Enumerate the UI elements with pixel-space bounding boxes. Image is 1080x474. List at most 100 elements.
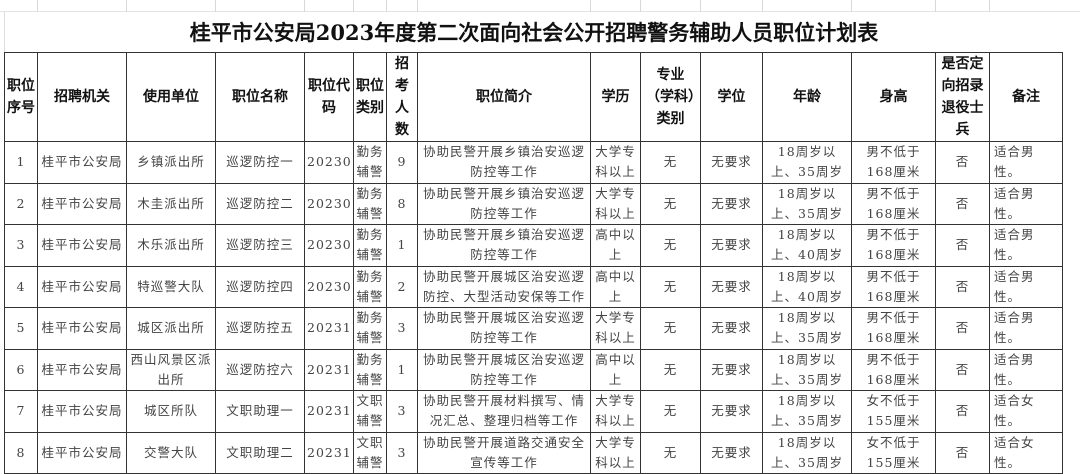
height-cell[interactable]: 男不低于168厘米	[851, 265, 936, 308]
seq-cell[interactable]: 2	[4, 182, 38, 225]
remarks-cell[interactable]: 适合男性。	[989, 182, 1063, 225]
remarks-cell[interactable]: 适合女性。	[989, 390, 1063, 433]
major-cell[interactable]: 无	[640, 307, 701, 350]
position-name-cell[interactable]: 巡逻防控四	[215, 265, 305, 308]
position-name-cell[interactable]: 巡逻防控五	[215, 307, 305, 350]
education-cell[interactable]: 高中以上	[590, 265, 641, 308]
description-cell[interactable]: 协助民警开展城区治安巡逻防控、大型活动安保等工作	[417, 265, 591, 308]
education-cell[interactable]: 大学专科以上	[590, 141, 641, 184]
major-cell[interactable]: 无	[640, 182, 701, 225]
agency-cell[interactable]: 桂平市公安局	[37, 431, 127, 474]
position-type-cell[interactable]: 勤务辅警	[353, 348, 387, 391]
position-code-cell[interactable]: 202309	[304, 265, 354, 308]
degree-cell[interactable]: 无要求	[700, 431, 763, 474]
veteran-cell[interactable]: 否	[935, 265, 990, 308]
position-code-cell[interactable]: 202310	[304, 307, 354, 350]
height-cell[interactable]: 男不低于168厘米	[851, 182, 936, 225]
height-cell[interactable]: 男不低于168厘米	[851, 348, 936, 391]
unit-cell[interactable]: 特巡警大队	[126, 265, 216, 308]
description-cell[interactable]: 协助民警开展城区治安巡逻防控等工作	[417, 307, 591, 350]
agency-cell[interactable]: 桂平市公安局	[37, 182, 127, 225]
age-cell[interactable]: 18周岁以上、35周岁以下	[762, 141, 852, 184]
position-code-cell[interactable]: 202313	[304, 431, 354, 474]
description-cell[interactable]: 协助民警开展材料撰写、情况汇总、整理归档等工作	[417, 390, 591, 433]
major-cell[interactable]: 无	[640, 141, 701, 184]
agency-cell[interactable]: 桂平市公安局	[37, 265, 127, 308]
seq-cell[interactable]: 8	[4, 431, 38, 474]
height-cell[interactable]: 男不低于168厘米	[851, 141, 936, 184]
veteran-cell[interactable]: 否	[935, 348, 990, 391]
remarks-cell[interactable]: 适合男性。	[989, 224, 1063, 267]
unit-cell[interactable]: 交警大队	[126, 431, 216, 474]
position-code-cell[interactable]: 202307	[304, 182, 354, 225]
degree-cell[interactable]: 无要求	[700, 348, 763, 391]
degree-cell[interactable]: 无要求	[700, 307, 763, 350]
degree-cell[interactable]: 无要求	[700, 265, 763, 308]
position-type-cell[interactable]: 文职辅警	[353, 431, 387, 474]
agency-cell[interactable]: 桂平市公安局	[37, 348, 127, 391]
veteran-cell[interactable]: 否	[935, 431, 990, 474]
position-type-cell[interactable]: 文职辅警	[353, 390, 387, 433]
major-cell[interactable]: 无	[640, 348, 701, 391]
agency-cell[interactable]: 桂平市公安局	[37, 224, 127, 267]
agency-cell[interactable]: 桂平市公安局	[37, 390, 127, 433]
age-cell[interactable]: 18周岁以上、40周岁以下	[762, 224, 852, 267]
age-cell[interactable]: 18周岁以上、35周岁以下	[762, 390, 852, 433]
agency-cell[interactable]: 桂平市公安局	[37, 307, 127, 350]
position-code-cell[interactable]: 202312	[304, 390, 354, 433]
remarks-cell[interactable]: 适合男性。	[989, 348, 1063, 391]
description-cell[interactable]: 协助民警开展乡镇治安巡逻防控等工作	[417, 141, 591, 184]
veteran-cell[interactable]: 否	[935, 224, 990, 267]
veteran-cell[interactable]: 否	[935, 141, 990, 184]
remarks-cell[interactable]: 适合男性。	[989, 265, 1063, 308]
position-name-cell[interactable]: 文职助理二	[215, 431, 305, 474]
position-type-cell[interactable]: 勤务辅警	[353, 182, 387, 225]
position-type-cell[interactable]: 勤务辅警	[353, 307, 387, 350]
headcount-cell[interactable]: 8	[386, 182, 418, 225]
seq-cell[interactable]: 3	[4, 224, 38, 267]
veteran-cell[interactable]: 否	[935, 182, 990, 225]
unit-cell[interactable]: 乡镇派出所	[126, 141, 216, 184]
headcount-cell[interactable]: 3	[386, 307, 418, 350]
seq-cell[interactable]: 4	[4, 265, 38, 308]
age-cell[interactable]: 18周岁以上、35周岁以下	[762, 182, 852, 225]
headcount-cell[interactable]: 3	[386, 431, 418, 474]
education-cell[interactable]: 大学专科以上	[590, 307, 641, 350]
height-cell[interactable]: 女不低于155厘米	[851, 431, 936, 474]
description-cell[interactable]: 协助民警开展道路交通安全宣传等工作	[417, 431, 591, 474]
degree-cell[interactable]: 无要求	[700, 182, 763, 225]
description-cell[interactable]: 协助民警开展乡镇治安巡逻防控等工作	[417, 224, 591, 267]
seq-cell[interactable]: 6	[4, 348, 38, 391]
degree-cell[interactable]: 无要求	[700, 141, 763, 184]
headcount-cell[interactable]: 1	[386, 348, 418, 391]
height-cell[interactable]: 男不低于168厘米	[851, 307, 936, 350]
unit-cell[interactable]: 城区派出所	[126, 307, 216, 350]
description-cell[interactable]: 协助民警开展城区治安巡逻防控等工作	[417, 348, 591, 391]
age-cell[interactable]: 18周岁以上、40周岁以下	[762, 265, 852, 308]
major-cell[interactable]: 无	[640, 390, 701, 433]
remarks-cell[interactable]: 适合男性。	[989, 307, 1063, 350]
position-type-cell[interactable]: 勤务辅警	[353, 224, 387, 267]
headcount-cell[interactable]: 9	[386, 141, 418, 184]
headcount-cell[interactable]: 3	[386, 390, 418, 433]
education-cell[interactable]: 高中以上	[590, 224, 641, 267]
description-cell[interactable]: 协助民警开展乡镇治安巡逻防控等工作	[417, 182, 591, 225]
headcount-cell[interactable]: 2	[386, 265, 418, 308]
remarks-cell[interactable]: 适合女性。	[989, 431, 1063, 474]
major-cell[interactable]: 无	[640, 431, 701, 474]
education-cell[interactable]: 大学专科以上	[590, 390, 641, 433]
major-cell[interactable]: 无	[640, 265, 701, 308]
remarks-cell[interactable]: 适合男性。	[989, 141, 1063, 184]
seq-cell[interactable]: 1	[4, 141, 38, 184]
major-cell[interactable]: 无	[640, 224, 701, 267]
age-cell[interactable]: 18周岁以上、35周岁以下	[762, 307, 852, 350]
unit-cell[interactable]: 城区所队	[126, 390, 216, 433]
position-type-cell[interactable]: 勤务辅警	[353, 265, 387, 308]
education-cell[interactable]: 大学专科以上	[590, 182, 641, 225]
position-name-cell[interactable]: 巡逻防控一	[215, 141, 305, 184]
unit-cell[interactable]: 木圭派出所	[126, 182, 216, 225]
veteran-cell[interactable]: 否	[935, 307, 990, 350]
position-name-cell[interactable]: 巡逻防控二	[215, 182, 305, 225]
degree-cell[interactable]: 无要求	[700, 224, 763, 267]
unit-cell[interactable]: 木乐派出所	[126, 224, 216, 267]
